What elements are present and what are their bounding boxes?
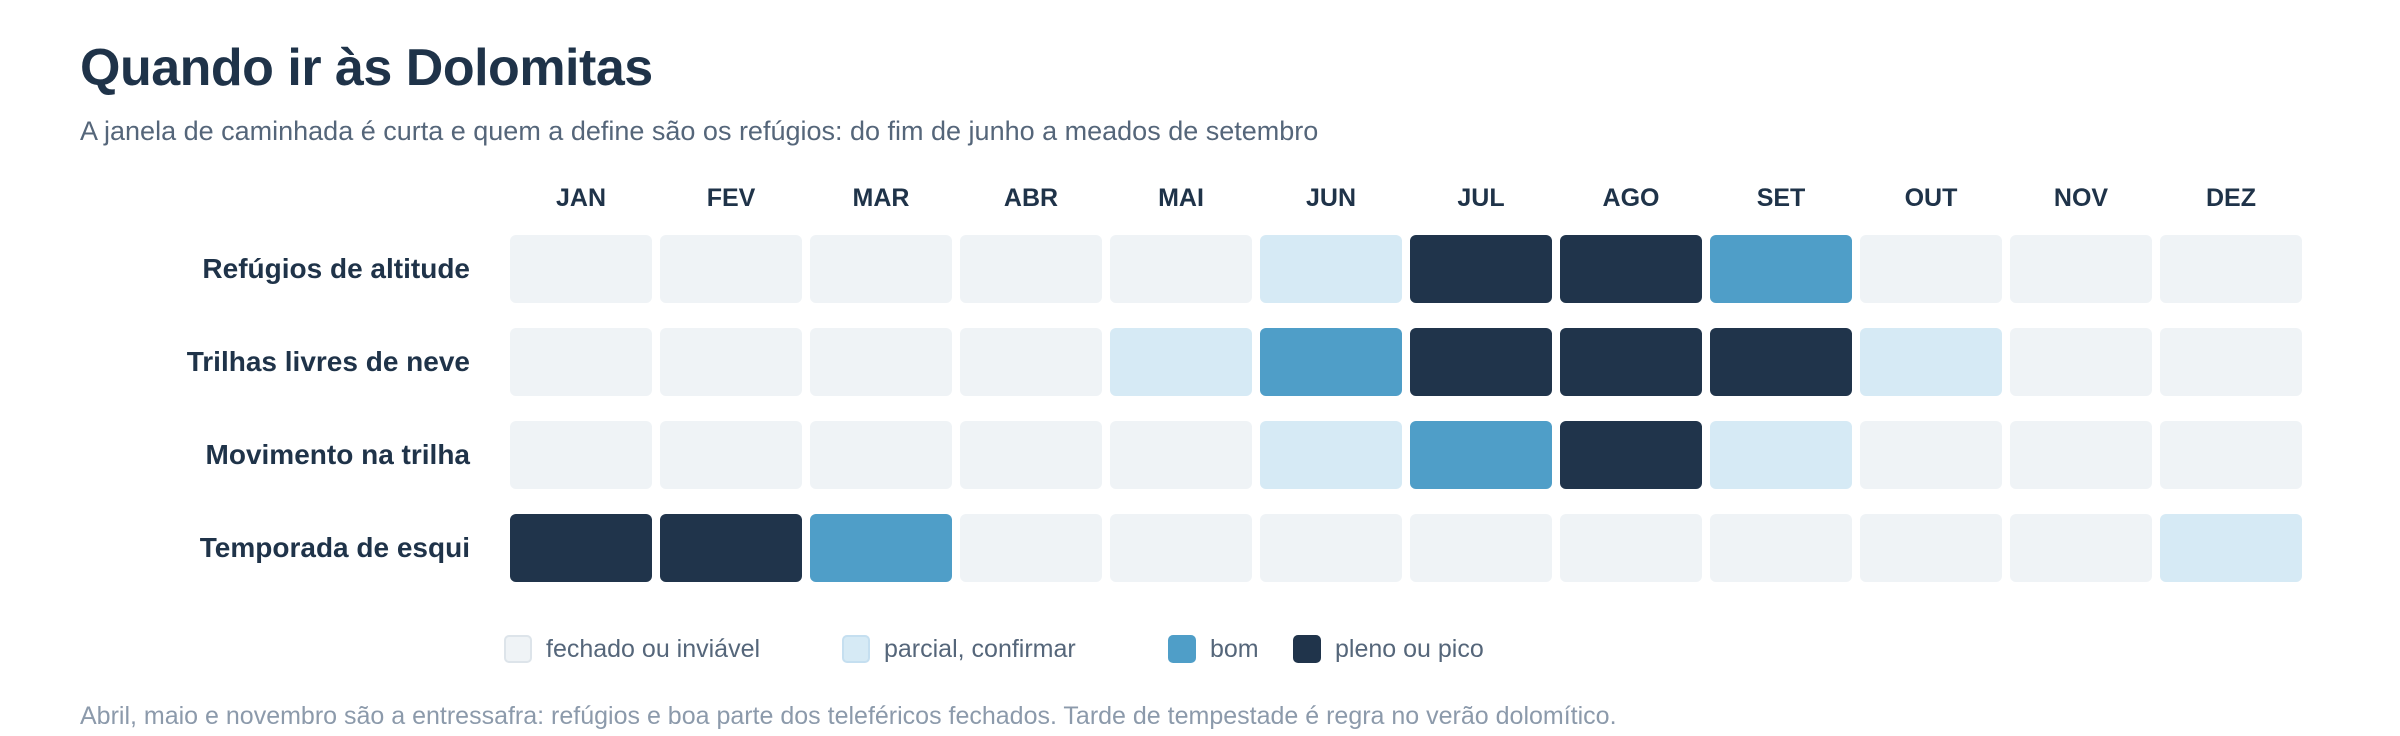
month-label: DEZ [2206,184,2256,212]
heatmap-cell [810,514,952,582]
legend-swatch [504,635,532,663]
heatmap-cell [2160,514,2302,582]
month-label: NOV [2053,184,2109,212]
row-label: Temporada de esqui [199,532,470,563]
heatmap-cell [1560,514,1702,582]
month-label: OUT [1904,184,1958,212]
heatmap-cell [660,235,802,303]
heatmap-cell [1860,328,2002,396]
month-label: MAI [1158,184,1204,212]
heatmap-cell [1560,328,1702,396]
month-label: AGO [1602,184,1660,212]
heatmap-cell [1410,421,1552,489]
heatmap-cell [1710,235,1852,303]
heatmap-cell [1860,235,2002,303]
chart-title: Quando ir às Dolomitas [80,39,653,97]
heatmap-cell [1710,421,1852,489]
footnote: Abril, maio e novembro são a entressafra… [80,702,1617,730]
heatmap-cell [2160,328,2302,396]
heatmap-cell [1410,328,1552,396]
month-label: JUN [1305,184,1356,212]
heatmap-cell [2160,235,2302,303]
heatmap-cell [1710,328,1852,396]
heatmap-cell [1260,421,1402,489]
heatmap-cell [2010,421,2152,489]
row-label: Refúgios de altitude [202,253,470,284]
heatmap-cell [1560,421,1702,489]
heatmap-cell [1860,514,2002,582]
heatmap-cell [1110,514,1252,582]
heatmap-cell [1410,514,1552,582]
month-label: MAR [852,184,910,212]
row-label: Movimento na trilha [205,439,470,470]
legend-label: parcial, confirmar [884,634,1076,663]
heatmap-cell [510,328,652,396]
chart-subtitle: A janela de caminhada é curta e quem a d… [80,116,1319,146]
heatmap-cell [810,235,952,303]
heatmap-cell [1560,235,1702,303]
row-label: Trilhas livres de neve [186,346,470,377]
heatmap-cell [660,514,802,582]
heatmap-cell [960,328,1102,396]
legend: fechado ou inviável parcial, confirmar bom… [0,631,2400,667]
heatmap-cell [960,421,1102,489]
heatmap-cell [2160,421,2302,489]
heatmap-cell [960,514,1102,582]
legend-label: bom [1210,634,1259,663]
month-label: JAN [555,184,606,212]
heatmap-cell [1110,328,1252,396]
heatmap-cell [510,514,652,582]
heatmap-cell [810,421,952,489]
heatmap-cell [1260,328,1402,396]
heatmap-cell [660,421,802,489]
heatmap-cell [510,235,652,303]
month-label: ABR [1003,184,1059,212]
legend-item: pleno ou pico [1293,631,1484,667]
legend-swatch [1168,635,1196,663]
heatmap-cell [960,235,1102,303]
legend-label: fechado ou inviável [546,634,761,663]
heatmap-cell [1860,421,2002,489]
legend-item: fechado ou inviável [504,631,760,667]
heatmap-cell [660,328,802,396]
heatmap-cell [1110,235,1252,303]
heatmap-cell [1710,514,1852,582]
heatmap-cell [1260,235,1402,303]
heatmap-cell [1260,514,1402,582]
month-label: FEV [706,184,756,212]
legend-item: bom [1168,631,1259,667]
month-label: SET [1756,184,1806,212]
heatmap-cell [2010,514,2152,582]
legend-swatch [842,635,870,663]
heatmap-cell [510,421,652,489]
heatmap-cell [1110,421,1252,489]
heatmap-cell [1410,235,1552,303]
legend-label: pleno ou pico [1335,634,1484,663]
legend-item: parcial, confirmar [842,631,1076,667]
heatmap-cell [810,328,952,396]
month-label: JUL [1457,184,1505,212]
heatmap-cell [2010,328,2152,396]
heatmap-cell [2010,235,2152,303]
legend-swatch [1293,635,1321,663]
